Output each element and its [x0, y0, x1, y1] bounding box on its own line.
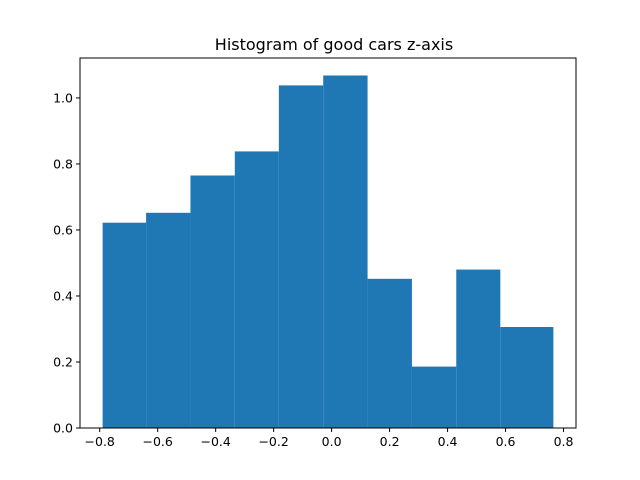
x-tick-label: 0.6 — [496, 434, 516, 449]
histogram-bar — [190, 175, 235, 428]
y-tick-label: 0.4 — [53, 288, 73, 303]
x-tick-label: −0.2 — [258, 434, 288, 449]
histogram-bar — [102, 222, 147, 428]
histogram-bar — [278, 85, 324, 429]
y-tick-label: 0.0 — [53, 421, 73, 436]
y-tick-label: 0.8 — [53, 156, 73, 171]
y-tick-label: 0.2 — [53, 354, 73, 369]
histogram-bar — [411, 366, 457, 428]
x-tick-label: 0.2 — [380, 434, 400, 449]
histogram-bar — [500, 327, 554, 428]
histogram-bar — [456, 269, 501, 428]
histogram-bar — [146, 212, 191, 428]
x-tick-label: −0.6 — [143, 434, 173, 449]
histogram-bar — [367, 278, 412, 428]
x-tick-label: 0.8 — [554, 434, 574, 449]
chart-title: Histogram of good cars z-axis — [215, 35, 453, 54]
histogram-bar — [323, 75, 368, 428]
x-axis-ticks: −0.8 −0.6 −0.4 −0.2 0.0 0.2 0.4 0.6 0.8 — [85, 428, 574, 449]
x-tick-label: −0.8 — [85, 434, 115, 449]
histogram-bar — [234, 151, 279, 429]
x-tick-label: −0.4 — [200, 434, 230, 449]
x-tick-label: 0.0 — [322, 434, 342, 449]
y-axis-ticks: 0.0 0.2 0.4 0.6 0.8 1.0 — [53, 90, 80, 436]
y-tick-label: 1.0 — [53, 90, 73, 105]
y-tick-label: 0.6 — [53, 222, 73, 237]
bars-group — [102, 75, 554, 429]
x-tick-label: 0.4 — [438, 434, 458, 449]
plot-frame — [79, 57, 577, 429]
